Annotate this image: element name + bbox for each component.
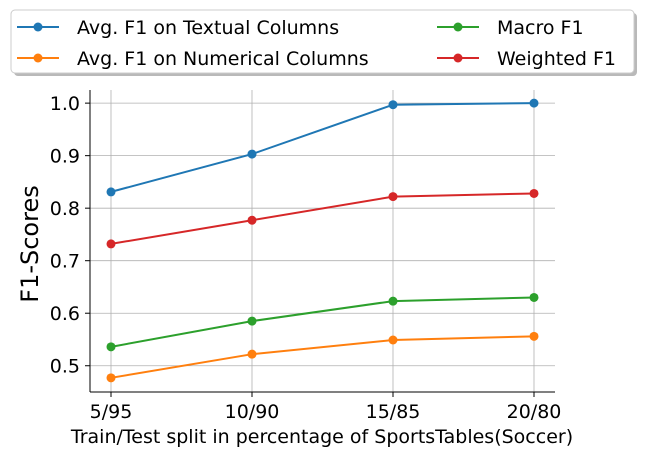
y-tick-label: 0.9	[50, 146, 80, 168]
axes	[89, 90, 555, 393]
data-point	[106, 187, 116, 197]
series-line	[110, 102, 535, 193]
y-tick-label: 0.8	[50, 198, 80, 220]
x-axis-label: Train/Test split in percentage of Sports…	[70, 426, 573, 448]
y-tick-label: 1.0	[50, 93, 80, 115]
series-1	[106, 98, 539, 197]
legend-label: Avg. F1 on Textual Columns	[77, 17, 339, 39]
data-point	[529, 188, 539, 198]
x-tick-label: 20/80	[507, 401, 562, 423]
data-point	[388, 192, 398, 202]
data-point	[106, 373, 116, 383]
legend-label: Macro F1	[497, 17, 584, 39]
data-point	[106, 342, 116, 352]
legend-label: Weighted F1	[497, 48, 616, 70]
x-tick-label: 10/90	[225, 401, 280, 423]
data-point	[247, 349, 257, 359]
data-point	[388, 100, 398, 110]
x-tick-label: 15/85	[366, 401, 421, 423]
series-3	[106, 292, 539, 352]
legend-item: Macro F1	[437, 17, 584, 39]
legend-swatch-marker	[453, 53, 463, 63]
x-tick-label: 5/95	[90, 401, 133, 423]
y-tick-label: 0.6	[50, 303, 80, 325]
data-point	[529, 331, 539, 341]
series-lines	[106, 98, 539, 383]
data-point	[247, 215, 257, 225]
y-tick-label: 0.5	[50, 356, 80, 378]
legend-swatch-marker	[33, 22, 43, 32]
data-point	[247, 149, 257, 159]
grid	[90, 90, 555, 392]
data-point	[106, 239, 116, 249]
series-line	[110, 335, 535, 379]
y-axis-label: F1-Scores	[16, 185, 44, 302]
ticks: 0.5 0.6 0.7 0.8 0.9 1.0 5/95 10/90 15/85 20/80	[50, 93, 562, 423]
legend-item: Avg. F1 on Numerical Columns	[17, 48, 369, 70]
data-point	[247, 316, 257, 326]
series-2	[106, 331, 539, 383]
data-point	[388, 335, 398, 345]
series-4	[106, 188, 539, 249]
legend-swatch-marker	[33, 53, 43, 63]
data-point	[529, 292, 539, 302]
legend-item: Avg. F1 on Textual Columns	[17, 17, 339, 39]
data-point	[388, 296, 398, 306]
legend-item: Weighted F1	[437, 48, 616, 70]
legend: Avg. F1 on Textual Columns Avg. F1 on Num…	[10, 9, 637, 76]
legend-swatch-marker	[453, 22, 463, 32]
y-tick-label: 0.7	[50, 251, 80, 273]
legend-label: Avg. F1 on Numerical Columns	[77, 48, 369, 70]
series-line	[110, 296, 535, 348]
series-line	[110, 192, 535, 245]
data-point	[529, 98, 539, 108]
